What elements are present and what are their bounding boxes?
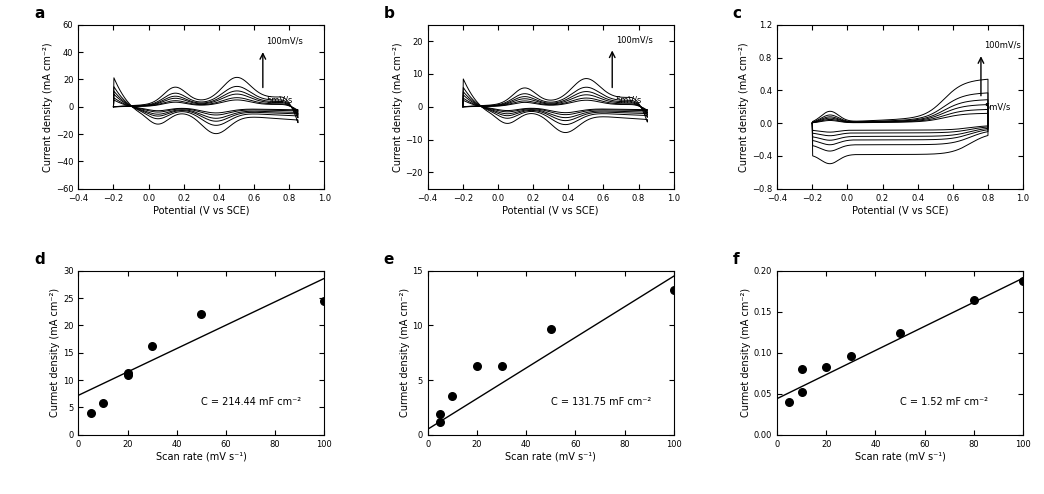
Text: C = 131.75 mF cm⁻²: C = 131.75 mF cm⁻²	[550, 397, 651, 407]
Point	[892, 329, 908, 337]
Point	[119, 369, 136, 377]
Point	[193, 311, 210, 319]
Text: 5mV/s: 5mV/s	[266, 96, 292, 105]
Point	[966, 296, 982, 304]
Text: c: c	[733, 6, 742, 21]
Point	[793, 365, 810, 373]
Point	[542, 325, 559, 332]
Text: C = 214.44 mF cm⁻²: C = 214.44 mF cm⁻²	[201, 397, 302, 407]
Text: 100mV/s: 100mV/s	[616, 36, 652, 44]
Point	[817, 364, 834, 371]
Point	[843, 352, 859, 360]
Text: 5mV/s: 5mV/s	[984, 103, 1011, 112]
X-axis label: Scan rate (mV s⁻¹): Scan rate (mV s⁻¹)	[156, 452, 246, 461]
Point	[665, 287, 682, 294]
Y-axis label: Curmet density (mA cm⁻²): Curmet density (mA cm⁻²)	[741, 288, 751, 417]
Point	[493, 362, 509, 370]
Point	[1015, 278, 1031, 286]
Text: 100mV/s: 100mV/s	[266, 36, 303, 45]
Point	[431, 417, 448, 425]
Point	[119, 370, 136, 378]
Point	[82, 409, 99, 417]
Y-axis label: Curmet density (mA cm⁻²): Curmet density (mA cm⁻²)	[400, 288, 409, 417]
Point	[444, 393, 460, 401]
Text: a: a	[34, 6, 45, 21]
X-axis label: Potential (V vs SCE): Potential (V vs SCE)	[502, 206, 599, 215]
Y-axis label: Current density (mA cm⁻²): Current density (mA cm⁻²)	[43, 42, 53, 171]
Text: e: e	[383, 252, 394, 267]
Text: d: d	[34, 252, 45, 267]
Y-axis label: Current density (mA cm⁻²): Current density (mA cm⁻²)	[393, 42, 403, 171]
Point	[781, 398, 798, 406]
Point	[144, 342, 161, 350]
Y-axis label: Current density (mA cm⁻²): Current density (mA cm⁻²)	[739, 42, 750, 171]
Text: b: b	[383, 6, 395, 21]
Y-axis label: Curmet density (mA cm⁻²): Curmet density (mA cm⁻²)	[50, 288, 61, 417]
Text: 100mV/s: 100mV/s	[984, 41, 1021, 49]
Text: 5mV/s: 5mV/s	[616, 95, 642, 104]
Point	[95, 399, 112, 407]
Point	[469, 362, 485, 370]
Point	[793, 388, 810, 396]
Point	[316, 297, 333, 305]
X-axis label: Potential (V vs SCE): Potential (V vs SCE)	[852, 206, 948, 215]
Point	[431, 410, 448, 418]
X-axis label: Scan rate (mV s⁻¹): Scan rate (mV s⁻¹)	[855, 452, 946, 461]
X-axis label: Scan rate (mV s⁻¹): Scan rate (mV s⁻¹)	[505, 452, 596, 461]
X-axis label: Potential (V vs SCE): Potential (V vs SCE)	[153, 206, 250, 215]
Text: f: f	[733, 252, 739, 267]
Text: C = 1.52 mF cm⁻²: C = 1.52 mF cm⁻²	[900, 397, 988, 407]
